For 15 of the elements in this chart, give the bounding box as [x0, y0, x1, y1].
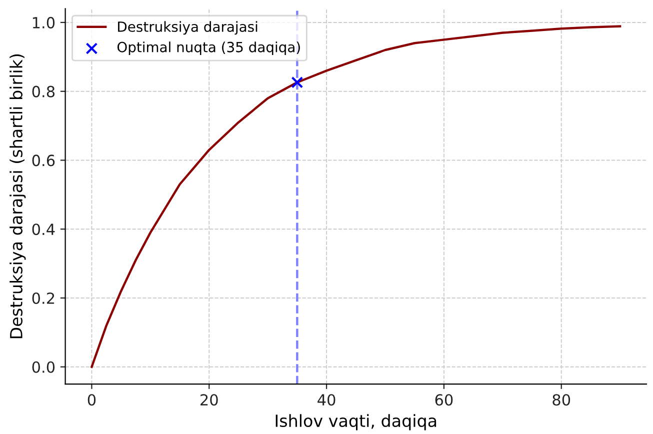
y-tick-label: 0.2	[32, 292, 54, 304]
legend-label: Optimal nuqta (35 daqiqa)	[117, 42, 300, 56]
x-tick-label: 0	[88, 394, 96, 406]
x-tick-label: 60	[435, 394, 453, 406]
legend-label: Destruksiya darajasi	[118, 21, 258, 35]
x-tick-label: 20	[200, 394, 218, 406]
y-tick-label: 0.8	[32, 86, 55, 98]
x-axis-title: Ishlov vaqti, daqiqa	[276, 414, 436, 430]
y-tick-label: 0.4	[32, 224, 55, 236]
x-tick-label: 80	[552, 394, 570, 406]
y-tick-label: 0.0	[32, 361, 55, 373]
y-axis-title: Destruksiya darajasi (shartli birlik)	[10, 54, 26, 338]
y-tick-label: 1.0	[32, 16, 55, 28]
y-tick-label: 0.6	[32, 154, 55, 166]
x-tick-label: 40	[318, 394, 336, 406]
